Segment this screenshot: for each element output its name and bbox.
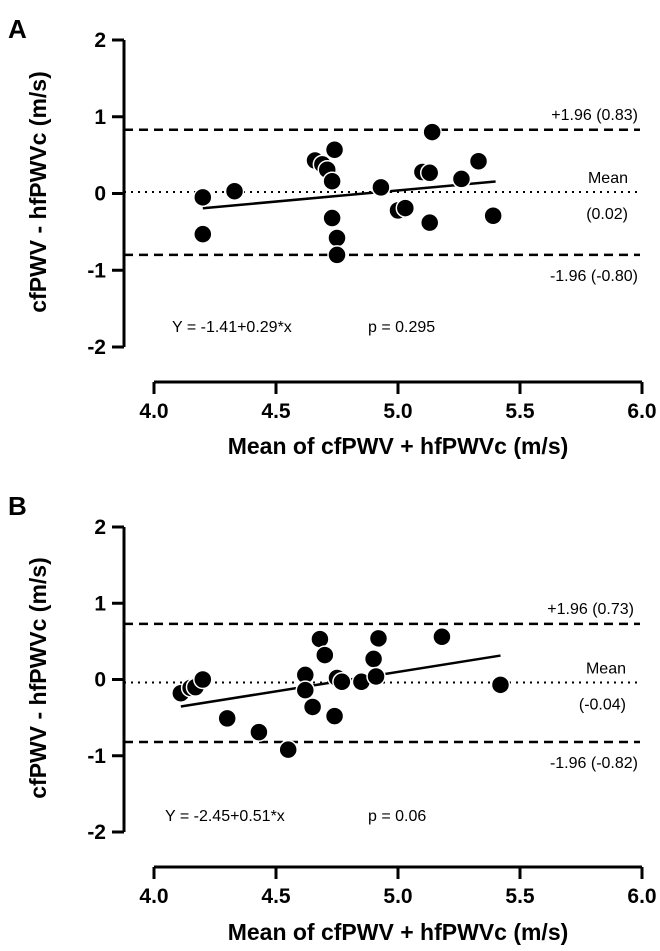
x-tick-label: 6.0 (627, 400, 656, 423)
y-tick-label: -1 (87, 259, 106, 282)
data-point (451, 169, 472, 189)
x-tick-label: 6.0 (627, 885, 656, 908)
data-point (368, 628, 389, 649)
panel-letter: B (8, 491, 27, 521)
data-point (432, 627, 452, 647)
data-point (366, 666, 386, 687)
data-point (422, 122, 442, 142)
upper-limit-label: +1.96 (0.83) (551, 107, 638, 124)
data-point (363, 649, 384, 669)
x-axis-title: Mean of cfPWV + hfPWVc (m/s) (228, 919, 569, 945)
lower-limit-label: -1.96 (-0.82) (550, 755, 638, 772)
p-value: p = 0.06 (368, 808, 426, 825)
y-axis-title: cfPWV - hfPWVc (m/s) (25, 71, 51, 313)
data-point (278, 739, 298, 760)
data-point (419, 163, 440, 183)
lower-limit-label: -1.96 (-0.80) (550, 268, 638, 285)
y-tick-label: 2 (94, 29, 106, 52)
y-tick-label: -1 (87, 745, 106, 768)
y-axis-title: cfPWV - hfPWVc (m/s) (25, 557, 51, 799)
data-point (249, 722, 269, 742)
data-point (324, 140, 345, 160)
data-point (322, 208, 342, 228)
regression-equation: Y = -1.41+0.29*x (172, 319, 292, 336)
x-tick-label: 5.5 (505, 400, 535, 423)
x-tick-label: 4.5 (261, 400, 291, 423)
y-tick-label: 1 (94, 106, 106, 129)
mean-label: Mean (586, 661, 626, 678)
y-tick-label: 0 (94, 183, 106, 206)
data-point (193, 187, 213, 208)
mean-value-label: (0.02) (586, 206, 628, 223)
regression-line (202, 180, 496, 210)
x-tick-label: 5.0 (383, 885, 412, 908)
y-tick-label: 0 (94, 669, 106, 692)
regression-equation: Y = -2.45+0.51*x (165, 808, 285, 825)
data-point (327, 228, 347, 248)
upper-limit-label: +1.96 (0.73) (547, 601, 634, 618)
panel-b: B 2 1 0 -1 -2 cfPWV - hfPWVc (m/s) 4.0 4… (8, 491, 657, 945)
mean-label: Mean (588, 170, 628, 187)
p-value: p = 0.295 (368, 319, 435, 336)
x-tick-label: 4.5 (261, 885, 291, 908)
data-point (371, 177, 391, 198)
data-point (310, 629, 330, 649)
x-tick-label: 4.0 (139, 400, 168, 423)
data-point (332, 672, 352, 692)
x-axis-title: Mean of cfPWV + hfPWVc (m/s) (228, 433, 569, 459)
data-point (483, 206, 503, 226)
data-point (322, 171, 342, 191)
data-point (302, 697, 323, 717)
y-tick-label: -2 (87, 336, 106, 359)
panel-a: A 2 1 0 -1 -2 cfPWV - hfPWVc (m/s) 4.0 4… (8, 14, 657, 459)
mean-value-label: (-0.04) (579, 697, 626, 714)
data-point (490, 675, 511, 695)
data-point (224, 181, 245, 201)
x-tick-label: 5.5 (505, 885, 535, 908)
data-point (295, 680, 316, 700)
data-point (395, 198, 416, 218)
y-tick-label: -2 (87, 821, 106, 844)
data-point (193, 224, 213, 244)
data-point (324, 706, 345, 726)
data-points (171, 627, 511, 760)
x-tick-label: 4.0 (139, 885, 168, 908)
panel-letter: A (8, 14, 27, 44)
y-tick-label: 2 (94, 516, 106, 539)
data-points (193, 122, 503, 265)
y-tick-label: 1 (94, 592, 106, 615)
x-tick-label: 5.0 (383, 400, 412, 423)
data-point (327, 245, 347, 265)
data-point (315, 645, 335, 665)
data-point (419, 212, 440, 233)
data-point (217, 708, 237, 729)
data-point (468, 151, 489, 172)
data-point (193, 669, 213, 690)
